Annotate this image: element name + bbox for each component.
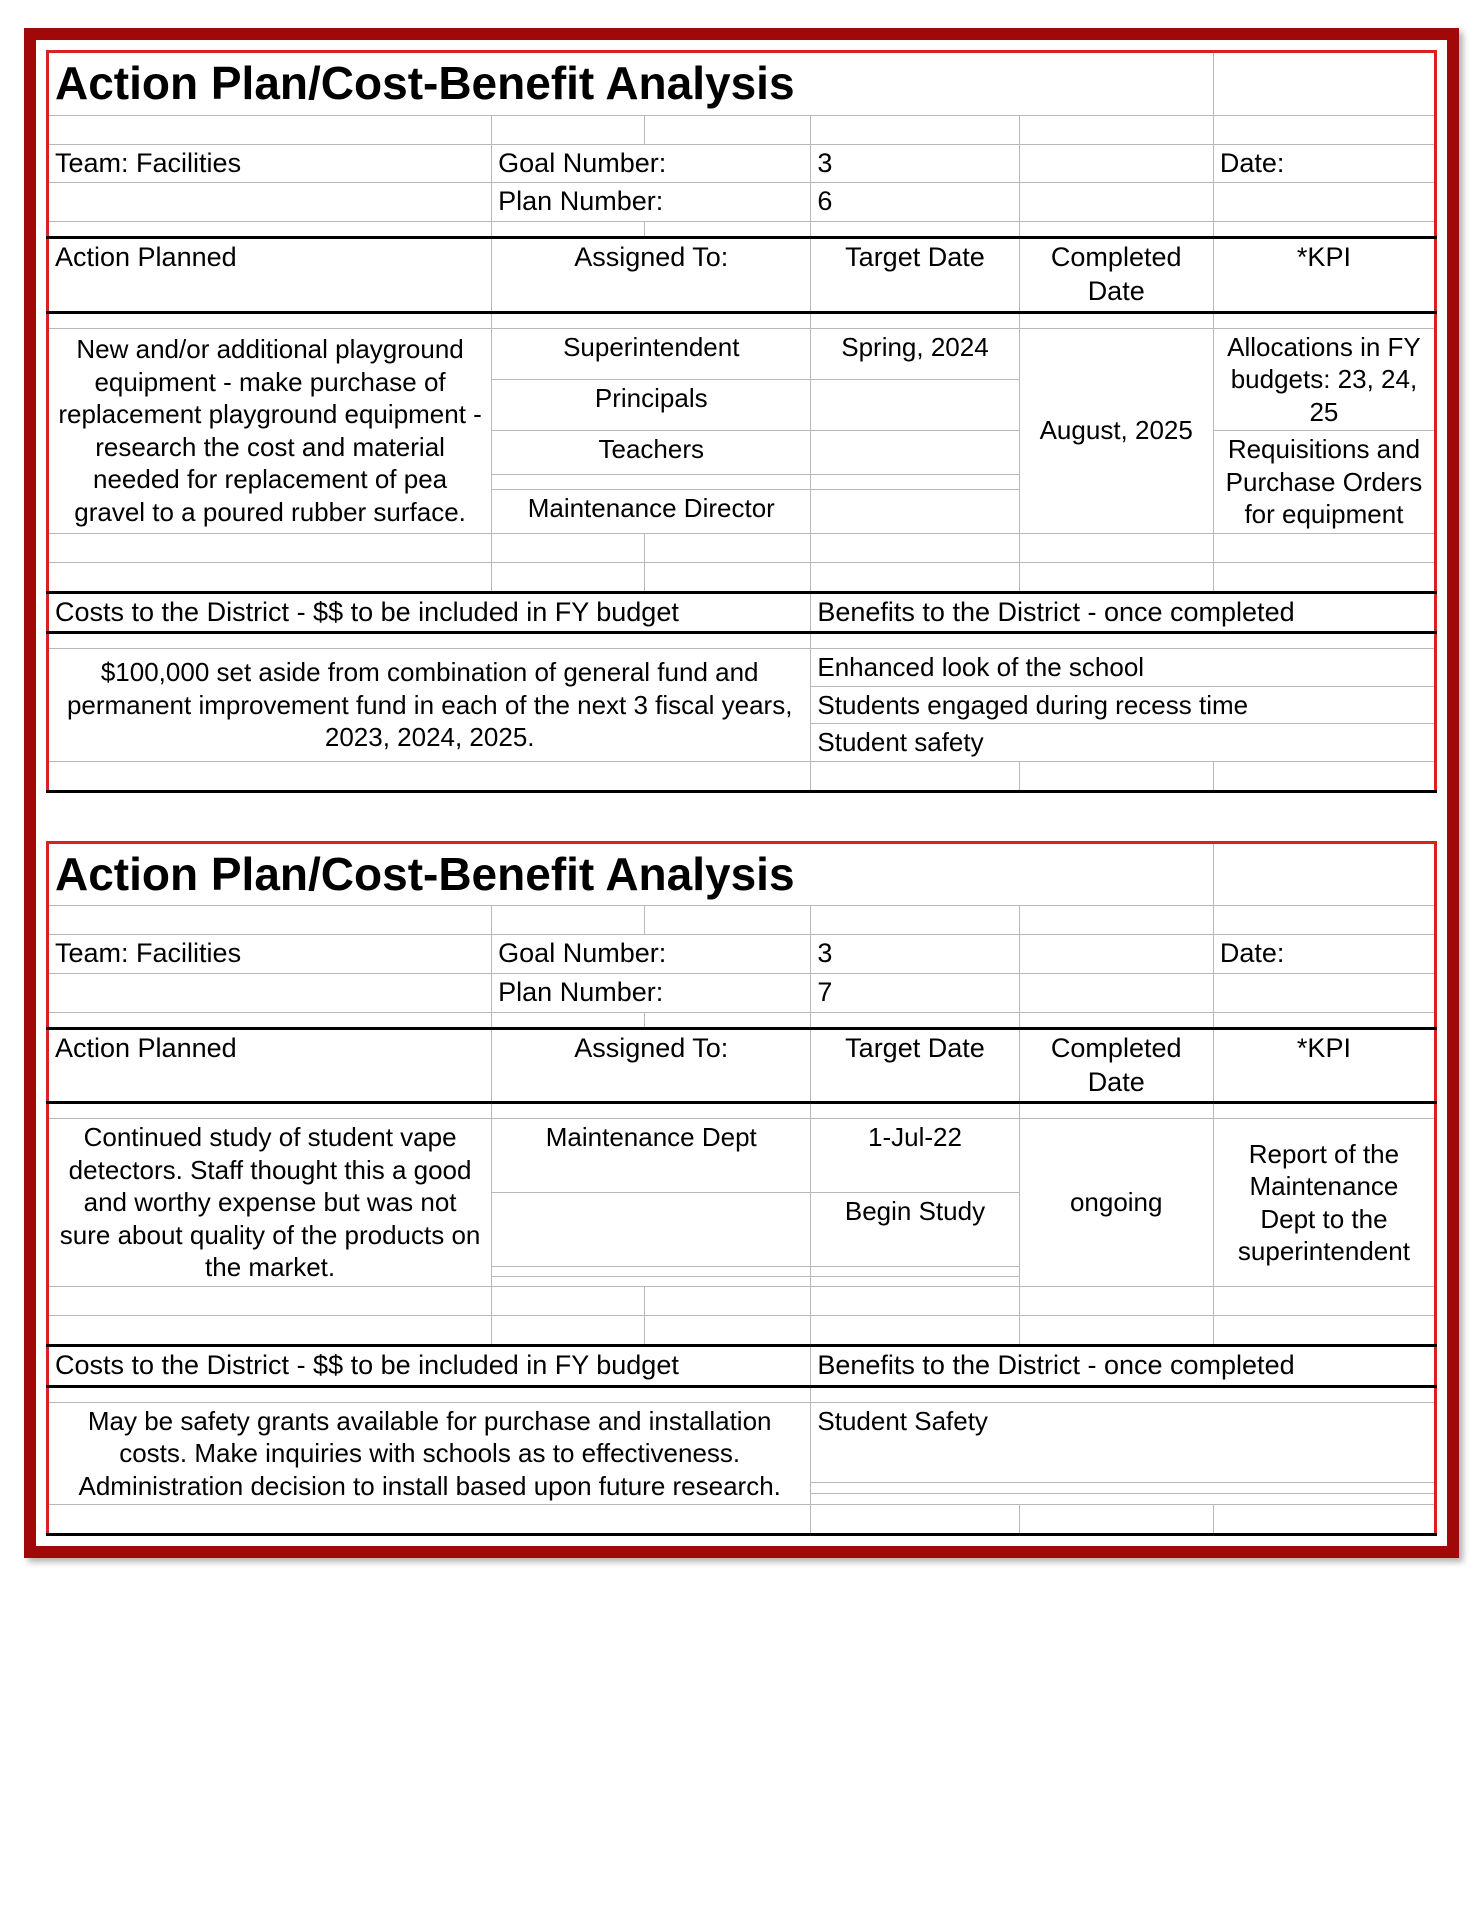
col-target: Target Date bbox=[811, 238, 1019, 313]
completed-date: ongoing bbox=[1019, 1119, 1213, 1287]
empty-cell bbox=[1019, 974, 1213, 1013]
goal-label: Goal Number: bbox=[492, 935, 811, 974]
date-label: Date: bbox=[1213, 144, 1435, 183]
action-text: New and/or additional playground equipme… bbox=[48, 328, 492, 533]
col-assigned: Assigned To: bbox=[492, 1028, 811, 1103]
goal-label: Goal Number: bbox=[492, 144, 811, 183]
empty-cell bbox=[48, 974, 492, 1013]
empty-cell bbox=[1019, 935, 1213, 974]
kpi-item: Requisitions and Purchase Orders for equ… bbox=[1213, 431, 1435, 534]
plan-value: 6 bbox=[811, 183, 1019, 222]
assigned-item bbox=[492, 1193, 811, 1267]
action-plan-table-1: Action Plan/Cost-Benefit Analysis Team: … bbox=[46, 50, 1437, 793]
benefits-header: Benefits to the District - once complete… bbox=[811, 1345, 1436, 1386]
date-value bbox=[1213, 974, 1435, 1013]
empty-cell bbox=[1213, 52, 1435, 116]
assigned-item: Teachers bbox=[492, 431, 811, 475]
col-completed: Completed Date bbox=[1019, 1028, 1213, 1103]
assigned-item: Principals bbox=[492, 379, 811, 430]
empty-cell bbox=[1019, 144, 1213, 183]
col-kpi: *KPI bbox=[1213, 238, 1435, 313]
kpi-item: Allocations in FY budgets: 23, 24, 25 bbox=[1213, 328, 1435, 431]
assigned-item: Maintenance Director bbox=[492, 489, 811, 533]
costs-header: Costs to the District - $$ to be include… bbox=[48, 1345, 811, 1386]
goal-value: 3 bbox=[811, 144, 1019, 183]
assigned-item bbox=[492, 1276, 811, 1286]
benefit-item: Enhanced look of the school bbox=[811, 649, 1436, 687]
target-item bbox=[811, 1276, 1019, 1286]
benefit-item bbox=[811, 1494, 1436, 1505]
assigned-item: Maintenance Dept bbox=[492, 1119, 811, 1193]
plan-title: Action Plan/Cost-Benefit Analysis bbox=[48, 52, 1214, 116]
benefit-item: Student safety bbox=[811, 724, 1436, 762]
col-kpi: *KPI bbox=[1213, 1028, 1435, 1103]
target-item: Begin Study bbox=[811, 1193, 1019, 1267]
target-item bbox=[811, 379, 1019, 430]
plan-label: Plan Number: bbox=[492, 974, 811, 1013]
date-label: Date: bbox=[1213, 935, 1435, 974]
col-target: Target Date bbox=[811, 1028, 1019, 1103]
empty-cell bbox=[48, 183, 492, 222]
target-item bbox=[811, 489, 1019, 533]
action-plan-table-2: Action Plan/Cost-Benefit Analysis Team: … bbox=[46, 841, 1437, 1536]
goal-value: 3 bbox=[811, 935, 1019, 974]
benefits-header: Benefits to the District - once complete… bbox=[811, 592, 1436, 633]
col-action: Action Planned bbox=[48, 1028, 492, 1103]
costs-header: Costs to the District - $$ to be include… bbox=[48, 592, 811, 633]
col-completed: Completed Date bbox=[1019, 238, 1213, 313]
date-value bbox=[1213, 183, 1435, 222]
benefit-item bbox=[811, 1483, 1436, 1494]
document-frame: Action Plan/Cost-Benefit Analysis Team: … bbox=[24, 28, 1459, 1558]
empty-cell bbox=[1213, 842, 1435, 906]
action-text: Continued study of student vape detector… bbox=[48, 1119, 492, 1287]
plan-title: Action Plan/Cost-Benefit Analysis bbox=[48, 842, 1214, 906]
plan-label: Plan Number: bbox=[492, 183, 811, 222]
col-action: Action Planned bbox=[48, 238, 492, 313]
col-assigned: Assigned To: bbox=[492, 238, 811, 313]
benefit-item: Student Safety bbox=[811, 1402, 1436, 1483]
target-item: 1-Jul-22 bbox=[811, 1119, 1019, 1193]
target-item bbox=[811, 1267, 1019, 1277]
team-cell: Team: Facilities bbox=[48, 144, 492, 183]
empty-cell bbox=[1019, 183, 1213, 222]
benefit-item: Students engaged during recess time bbox=[811, 686, 1436, 724]
costs-text: $100,000 set aside from combination of g… bbox=[48, 649, 811, 762]
costs-text: May be safety grants available for purch… bbox=[48, 1402, 811, 1505]
team-cell: Team: Facilities bbox=[48, 935, 492, 974]
completed-date: August, 2025 bbox=[1019, 328, 1213, 533]
target-item bbox=[811, 431, 1019, 475]
kpi-item: Report of the Maintenance Dept to the su… bbox=[1213, 1119, 1435, 1287]
target-item: Spring, 2024 bbox=[811, 328, 1019, 379]
assigned-item: Superintendent bbox=[492, 328, 811, 379]
plan-value: 7 bbox=[811, 974, 1019, 1013]
assigned-item bbox=[492, 1267, 811, 1277]
